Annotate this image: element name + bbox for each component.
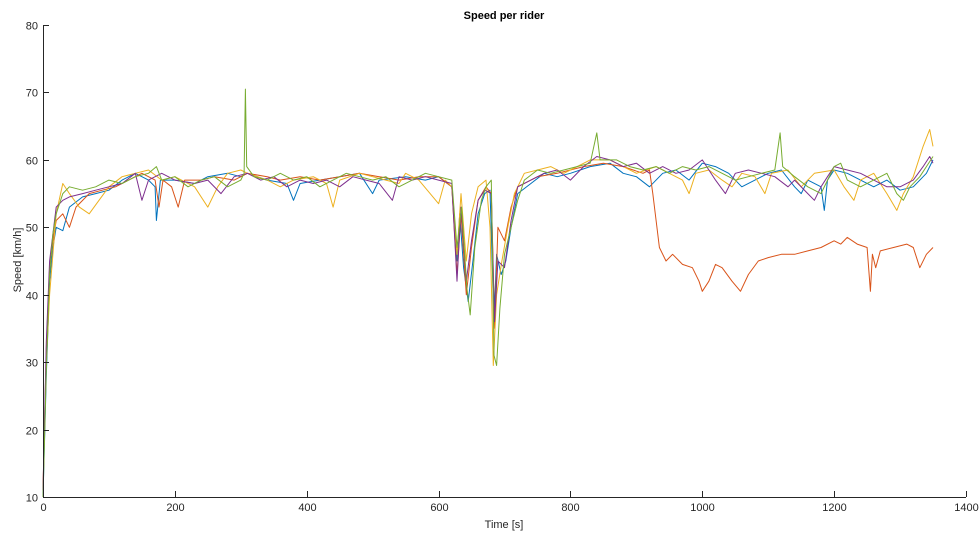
x-tick-label: 1400 (954, 502, 978, 514)
x-tick-label: 200 (166, 502, 184, 514)
chart-title: Speed per rider (464, 10, 545, 22)
x-tick-label: 800 (561, 502, 579, 514)
series-line-5 (42, 88, 934, 498)
y-tick-label: 30 (26, 358, 38, 370)
y-tick-label: 20 (26, 426, 38, 438)
y-tick-label: 70 (26, 88, 38, 100)
x-tick-label: 400 (298, 502, 316, 514)
x-tick-label: 1000 (690, 502, 714, 514)
y-tick-label: 40 (26, 291, 38, 303)
x-tick-label: 600 (430, 502, 448, 514)
y-tick-label: 50 (26, 223, 38, 235)
x-tick-label: 0 (40, 502, 46, 514)
x-tick-label: 1200 (822, 502, 846, 514)
y-axis-label: Speed [km/h] (12, 228, 24, 293)
y-tick-label: 10 (26, 493, 38, 505)
series-line-2 (42, 162, 934, 491)
axes-layer: 0 200 400 600 800 1000 1200 1400 10 20 30 40 50 60 70 8… (26, 21, 979, 515)
x-axis-label: Time [s] (485, 519, 524, 531)
series-line-1 (42, 159, 934, 498)
y-tick-label: 80 (26, 21, 38, 33)
y-tick-label: 60 (26, 156, 38, 168)
series-layer (42, 88, 934, 498)
